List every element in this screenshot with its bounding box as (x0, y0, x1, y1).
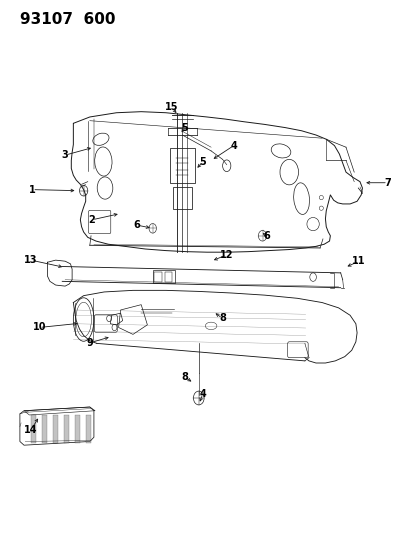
Bar (64, 415, 69, 442)
Text: 6: 6 (263, 231, 269, 241)
Text: 2: 2 (88, 215, 95, 225)
Text: 13: 13 (24, 255, 38, 265)
Text: 14: 14 (24, 425, 38, 435)
Text: 4: 4 (199, 389, 206, 399)
Text: 1: 1 (29, 184, 36, 195)
Text: 12: 12 (219, 250, 233, 260)
Bar (173, 187, 191, 209)
Bar (75, 415, 79, 442)
Text: 6: 6 (133, 220, 140, 230)
Bar (42, 415, 47, 442)
Bar (31, 415, 36, 442)
Bar (154, 272, 161, 282)
Text: 15: 15 (165, 102, 178, 112)
Text: 93107  600: 93107 600 (20, 12, 115, 27)
Text: 3: 3 (62, 150, 68, 160)
Text: 7: 7 (384, 177, 390, 188)
Text: 9: 9 (86, 338, 93, 348)
Bar (165, 272, 172, 282)
Text: 11: 11 (351, 256, 365, 266)
Text: 10: 10 (32, 322, 46, 333)
Text: 4: 4 (230, 141, 237, 151)
Text: 5: 5 (199, 157, 206, 166)
Bar (152, 270, 175, 284)
Text: 8: 8 (180, 372, 188, 382)
Text: 8: 8 (218, 313, 225, 324)
Bar (85, 415, 90, 442)
Text: 5: 5 (180, 123, 188, 133)
Bar (53, 415, 58, 442)
Bar (170, 148, 194, 183)
